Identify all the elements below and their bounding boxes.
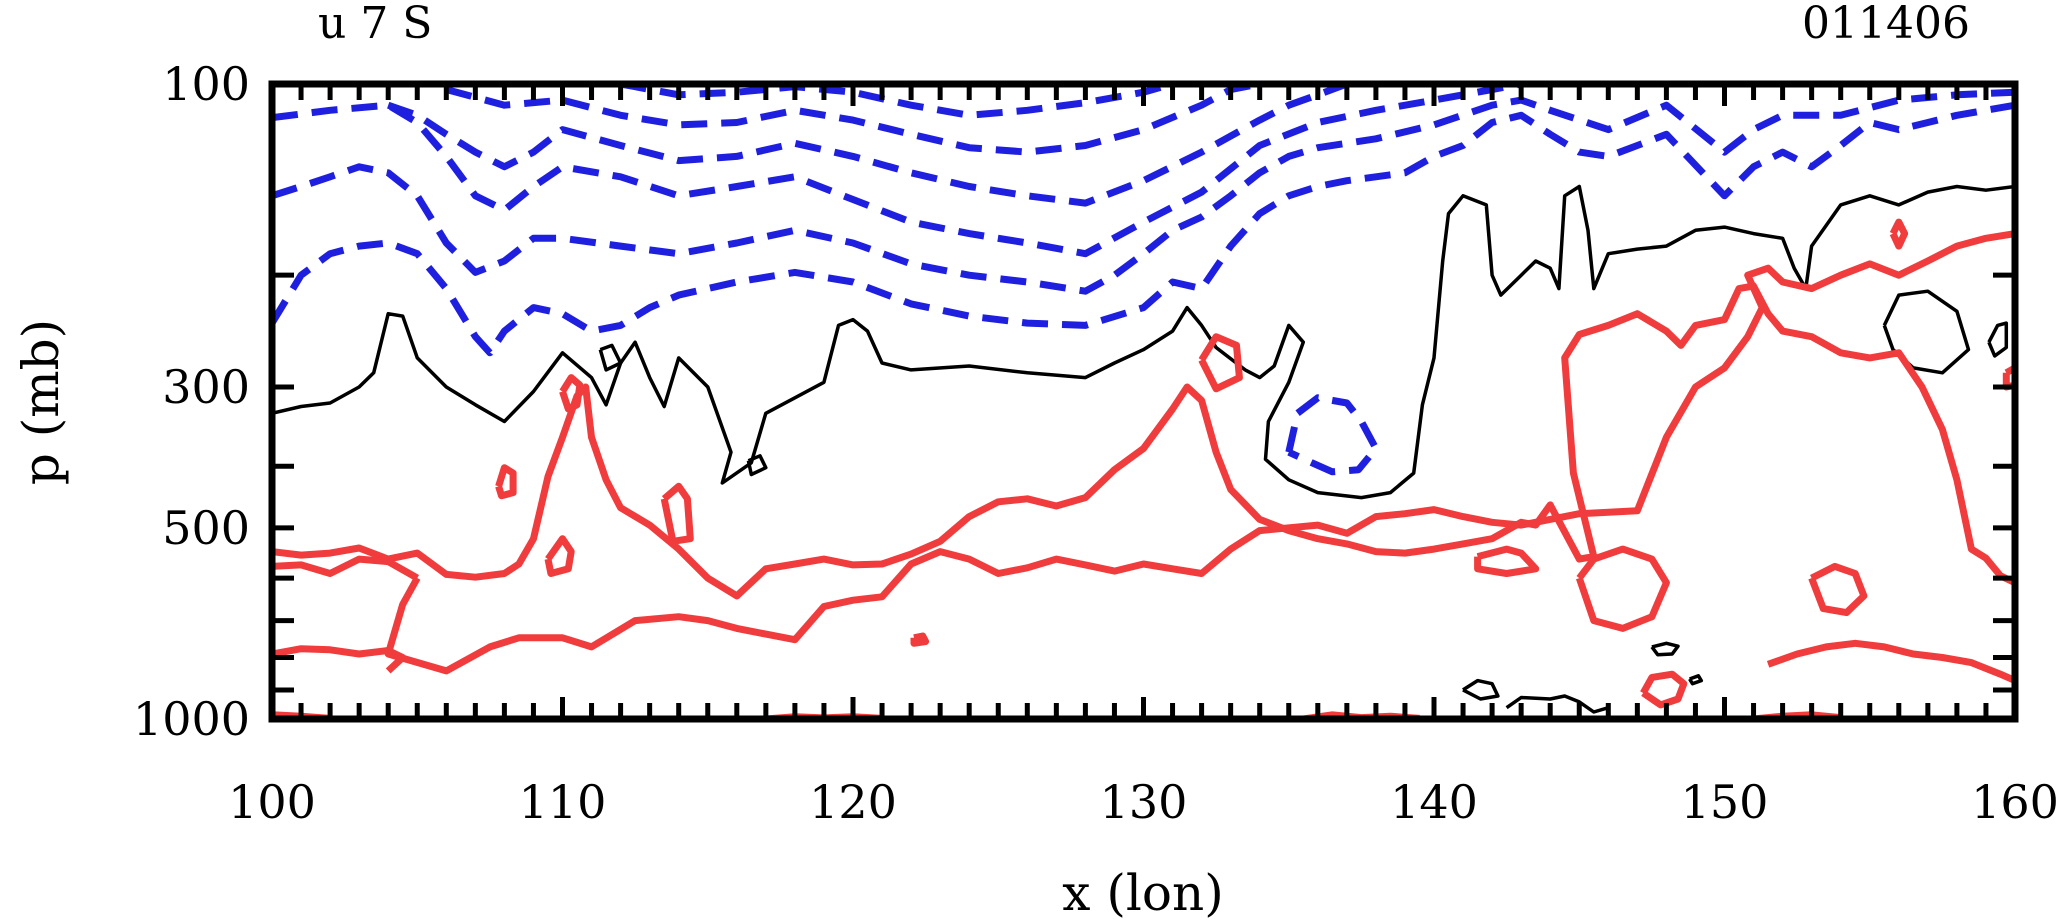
plot-frame: [268, 80, 2019, 723]
contour-line-3-0: [1650, 641, 1680, 657]
axis-ticks: [269, 81, 2018, 722]
contour-line-2-13: [1808, 562, 1868, 617]
contour-line-1-1: [1882, 289, 1971, 375]
x-tick-label-130: 130: [1100, 775, 1188, 829]
contour-line-3-1: [1688, 674, 1704, 686]
contour-line-2-10: [1474, 545, 1540, 577]
contour-line-2-6: [544, 535, 575, 577]
contour-line-3-2: [1462, 678, 1500, 701]
chart-title-left: u 7 S: [318, 0, 432, 49]
contour-lines: [272, 84, 2015, 719]
contour-line-0-6: [1285, 394, 1380, 476]
x-axis-label: x (lon): [1062, 864, 1223, 922]
contour-line-0-0: [272, 101, 2015, 357]
contour-line-2-9: [1198, 333, 1243, 393]
contour-line-0-2: [272, 84, 1522, 258]
contour-line-2-2: [272, 555, 420, 582]
contour-line-2-1: [384, 230, 2015, 675]
contour-line-1-4: [746, 454, 768, 477]
y-tick-label-100: 100: [162, 57, 250, 111]
contour-line-2-14: [1889, 218, 1909, 250]
x-tick-label-120: 120: [809, 775, 897, 829]
contour-line-3-3: [1505, 694, 1609, 714]
contour-line-0-1: [272, 88, 2015, 295]
contour-line-2-8: [910, 632, 930, 647]
contour-line-2-5: [495, 464, 517, 500]
contour-line-0-3: [387, 84, 1349, 207]
x-tick-label-100: 100: [228, 775, 316, 829]
y-axis-label: p (mb): [12, 319, 70, 485]
contour-line-0-5: [619, 84, 1174, 119]
contour-line-2-4: [559, 374, 584, 413]
chart-title-right: 011406: [1802, 0, 1970, 49]
contour-line-2-7: [660, 482, 694, 545]
y-tick-label-1000: 1000: [133, 692, 250, 746]
contour-line-0-4: [445, 84, 1261, 156]
x-tick-label-110: 110: [519, 775, 607, 829]
contour-line-2-12: [1640, 670, 1688, 709]
contour-line-2-11: [1575, 545, 1670, 632]
x-tick-label-140: 140: [1390, 775, 1478, 829]
x-tick-label-160: 160: [1971, 775, 2059, 829]
x-tick-labels: 100 110 120 130 140 150 160: [228, 775, 2059, 829]
contour-line-2-16: [1766, 639, 2015, 684]
x-tick-label-150: 150: [1681, 775, 1769, 829]
y-tick-labels: 100 300 500 1000: [133, 57, 250, 746]
contour-line-1-3: [598, 343, 623, 372]
contour-line-1-0: [272, 184, 2015, 500]
y-tick-label-500: 500: [162, 501, 250, 555]
contour-line-1-2: [1987, 321, 2009, 358]
contour-line-2-3: [272, 645, 407, 674]
y-tick-label-300: 300: [162, 360, 250, 414]
